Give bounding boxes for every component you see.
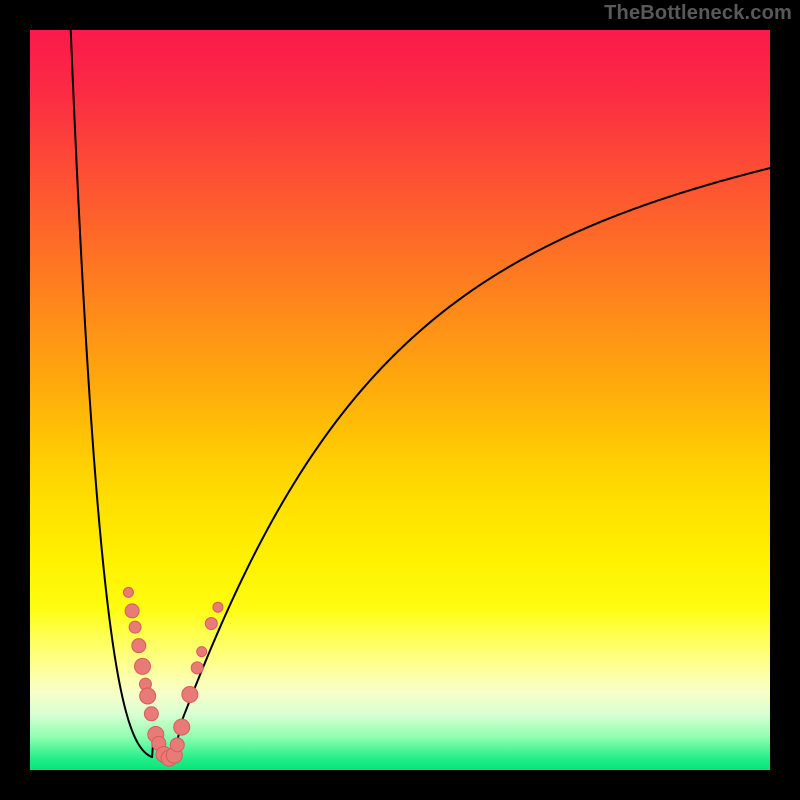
- data-marker: [134, 658, 150, 674]
- data-marker: [132, 639, 146, 653]
- frame-border-right: [770, 0, 800, 800]
- data-marker: [174, 719, 190, 735]
- data-marker: [125, 604, 139, 618]
- data-marker: [182, 687, 198, 703]
- marker-group: [123, 587, 223, 766]
- data-marker: [197, 647, 207, 657]
- frame-border-bottom: [0, 770, 800, 800]
- plot-svg: [30, 30, 770, 770]
- data-marker: [140, 688, 156, 704]
- data-marker: [191, 662, 203, 674]
- chart-frame: TheBottleneck.com: [0, 0, 800, 800]
- plot-area: [30, 30, 770, 770]
- data-marker: [129, 621, 141, 633]
- frame-border-left: [0, 0, 30, 800]
- data-marker: [213, 602, 223, 612]
- data-marker: [144, 707, 158, 721]
- bottleneck-curve: [71, 30, 770, 759]
- data-marker: [205, 617, 217, 629]
- data-marker: [170, 738, 184, 752]
- watermark-text: TheBottleneck.com: [604, 2, 792, 25]
- data-marker: [123, 587, 133, 597]
